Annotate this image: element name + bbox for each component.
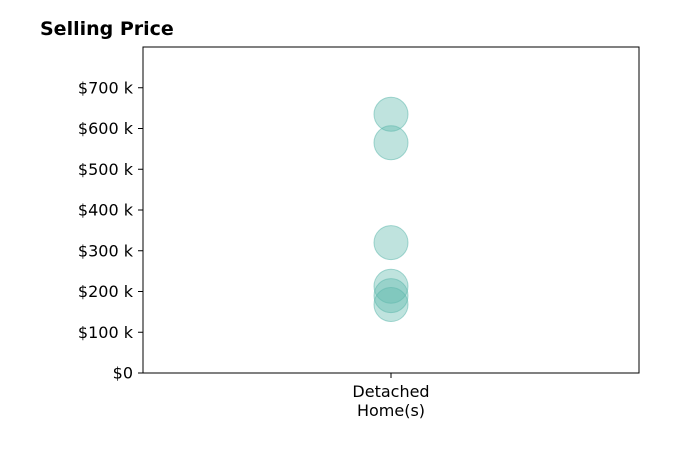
x-axis: Detached Home(s) bbox=[352, 373, 430, 420]
data-point bbox=[373, 287, 409, 323]
data-point bbox=[373, 268, 409, 304]
data-point bbox=[373, 125, 409, 161]
y-tick-label: $400 k bbox=[78, 201, 134, 220]
plot-area-frame bbox=[142, 46, 640, 374]
y-tick-label: $700 k bbox=[78, 78, 134, 97]
y-tick-label: $100 k bbox=[78, 323, 134, 342]
y-tick-label: $0 bbox=[113, 364, 133, 383]
y-tick-label: $300 k bbox=[78, 241, 134, 260]
y-tick-label: $500 k bbox=[78, 160, 134, 179]
y-axis: $0 $100 k $200 k $300 k $400 k $500 k $600 k $7… bbox=[78, 78, 143, 383]
chart-title: Selling Price bbox=[40, 18, 174, 40]
y-tick-label: $600 k bbox=[78, 119, 134, 138]
data-point bbox=[373, 96, 409, 132]
data-point bbox=[373, 225, 409, 261]
x-tick-label: Detached Home(s) bbox=[352, 382, 429, 420]
data-points bbox=[373, 96, 409, 323]
data-point bbox=[373, 278, 409, 314]
y-tick-label: $200 k bbox=[78, 282, 134, 301]
